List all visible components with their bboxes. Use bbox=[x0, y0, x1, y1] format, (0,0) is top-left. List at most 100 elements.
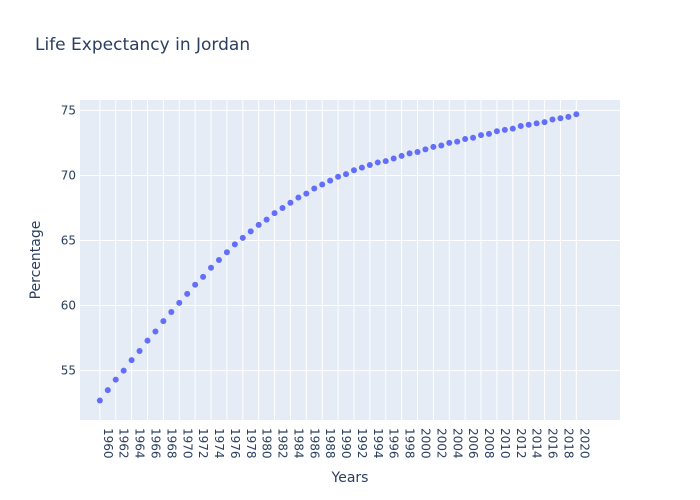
data-point bbox=[573, 111, 580, 118]
data-point bbox=[390, 155, 397, 162]
data-point bbox=[104, 387, 111, 394]
data-point bbox=[168, 309, 175, 316]
data-point bbox=[358, 164, 365, 171]
x-tick-label: 1984 bbox=[291, 428, 305, 459]
data-point bbox=[176, 299, 183, 306]
data-point bbox=[493, 128, 500, 135]
x-tick-label: 1974 bbox=[212, 428, 226, 459]
data-point bbox=[160, 318, 167, 325]
x-tick-label: 2010 bbox=[498, 428, 512, 459]
data-point bbox=[271, 210, 278, 217]
y-tick-label: 60 bbox=[61, 299, 76, 313]
x-tick-label: 1968 bbox=[164, 428, 178, 459]
data-point bbox=[311, 185, 318, 192]
y-tick-label: 65 bbox=[61, 233, 76, 247]
data-point bbox=[255, 221, 262, 228]
x-tick-label: 1998 bbox=[403, 428, 417, 459]
x-tick-label: 1996 bbox=[387, 428, 401, 459]
x-tick-label: 2020 bbox=[577, 428, 591, 459]
x-tick-label: 2002 bbox=[434, 428, 448, 459]
gridlines bbox=[80, 100, 620, 420]
x-tick-label: 1976 bbox=[228, 428, 242, 459]
data-point bbox=[374, 159, 381, 166]
chart-title: Life Expectancy in Jordan bbox=[35, 35, 250, 55]
data-point bbox=[319, 181, 326, 188]
data-point bbox=[327, 177, 334, 184]
data-point bbox=[478, 132, 485, 139]
data-point bbox=[295, 194, 302, 201]
data-point bbox=[239, 234, 246, 241]
data-point bbox=[231, 241, 238, 248]
data-point bbox=[517, 123, 524, 130]
x-tick-label: 1972 bbox=[196, 428, 210, 459]
x-tick-label: 1978 bbox=[244, 428, 258, 459]
data-point bbox=[184, 290, 191, 297]
x-tick-label: 1982 bbox=[276, 428, 290, 459]
data-point bbox=[215, 257, 222, 263]
data-point bbox=[462, 136, 469, 143]
x-tick-label: 1988 bbox=[323, 428, 337, 459]
data-point bbox=[223, 249, 230, 256]
plot-area bbox=[80, 100, 620, 420]
plot-background bbox=[80, 100, 620, 420]
y-axis: 55 60 65 70 75 bbox=[61, 103, 76, 377]
data-point bbox=[470, 134, 477, 141]
x-tick-label: 2018 bbox=[561, 428, 575, 459]
data-point bbox=[414, 149, 421, 156]
x-tick-label: 2008 bbox=[482, 428, 496, 459]
x-tick-label: 2012 bbox=[514, 428, 528, 459]
x-tick-label: 1980 bbox=[260, 428, 274, 459]
data-point bbox=[200, 273, 207, 280]
data-point bbox=[120, 367, 127, 374]
y-tick-label: 75 bbox=[61, 103, 76, 117]
data-point bbox=[128, 357, 135, 364]
data-point bbox=[406, 150, 413, 157]
data-point bbox=[541, 119, 548, 126]
x-tick-label: 2004 bbox=[450, 428, 464, 459]
data-point bbox=[446, 139, 453, 146]
data-point bbox=[96, 397, 103, 404]
x-tick-label: 1994 bbox=[371, 428, 385, 459]
x-tick-label: 2000 bbox=[419, 428, 433, 459]
data-point bbox=[136, 348, 143, 355]
data-point bbox=[533, 120, 540, 127]
data-point bbox=[430, 143, 437, 150]
data-point bbox=[557, 115, 564, 122]
data-point bbox=[485, 130, 492, 137]
data-point bbox=[382, 158, 389, 165]
y-axis-title: Percentage bbox=[28, 221, 44, 300]
x-tick-label: 1964 bbox=[133, 428, 147, 459]
data-point bbox=[303, 190, 310, 197]
data-point bbox=[192, 281, 199, 288]
data-point bbox=[509, 125, 516, 132]
data-point bbox=[287, 199, 294, 206]
data-point bbox=[525, 121, 532, 128]
x-tick-label: 1990 bbox=[339, 428, 353, 459]
data-point bbox=[438, 142, 445, 149]
data-point bbox=[263, 216, 270, 223]
data-point bbox=[247, 228, 254, 235]
data-point bbox=[208, 264, 215, 271]
x-tick-label: 2014 bbox=[530, 428, 544, 459]
data-point bbox=[144, 337, 151, 344]
data-point bbox=[112, 376, 119, 383]
data-point bbox=[549, 116, 556, 123]
data-point bbox=[501, 126, 508, 133]
y-tick-label: 55 bbox=[61, 364, 76, 378]
x-tick-label: 1986 bbox=[307, 428, 321, 459]
x-tick-label: 1962 bbox=[117, 428, 131, 459]
x-axis: 1960 1962 1964 1966 1968 1970 1972 1974 1976 1978… bbox=[101, 428, 591, 459]
data-point bbox=[565, 113, 572, 120]
data-point bbox=[366, 162, 373, 169]
x-tick-label: 1960 bbox=[101, 428, 115, 459]
data-point bbox=[279, 204, 286, 211]
data-point bbox=[152, 328, 159, 335]
x-tick-label: 2016 bbox=[546, 428, 560, 459]
x-tick-label: 1992 bbox=[355, 428, 369, 459]
data-points bbox=[96, 111, 580, 404]
x-axis-title: Years bbox=[331, 470, 369, 486]
data-point bbox=[398, 152, 405, 159]
x-tick-label: 1966 bbox=[149, 428, 163, 459]
data-point bbox=[335, 173, 342, 180]
